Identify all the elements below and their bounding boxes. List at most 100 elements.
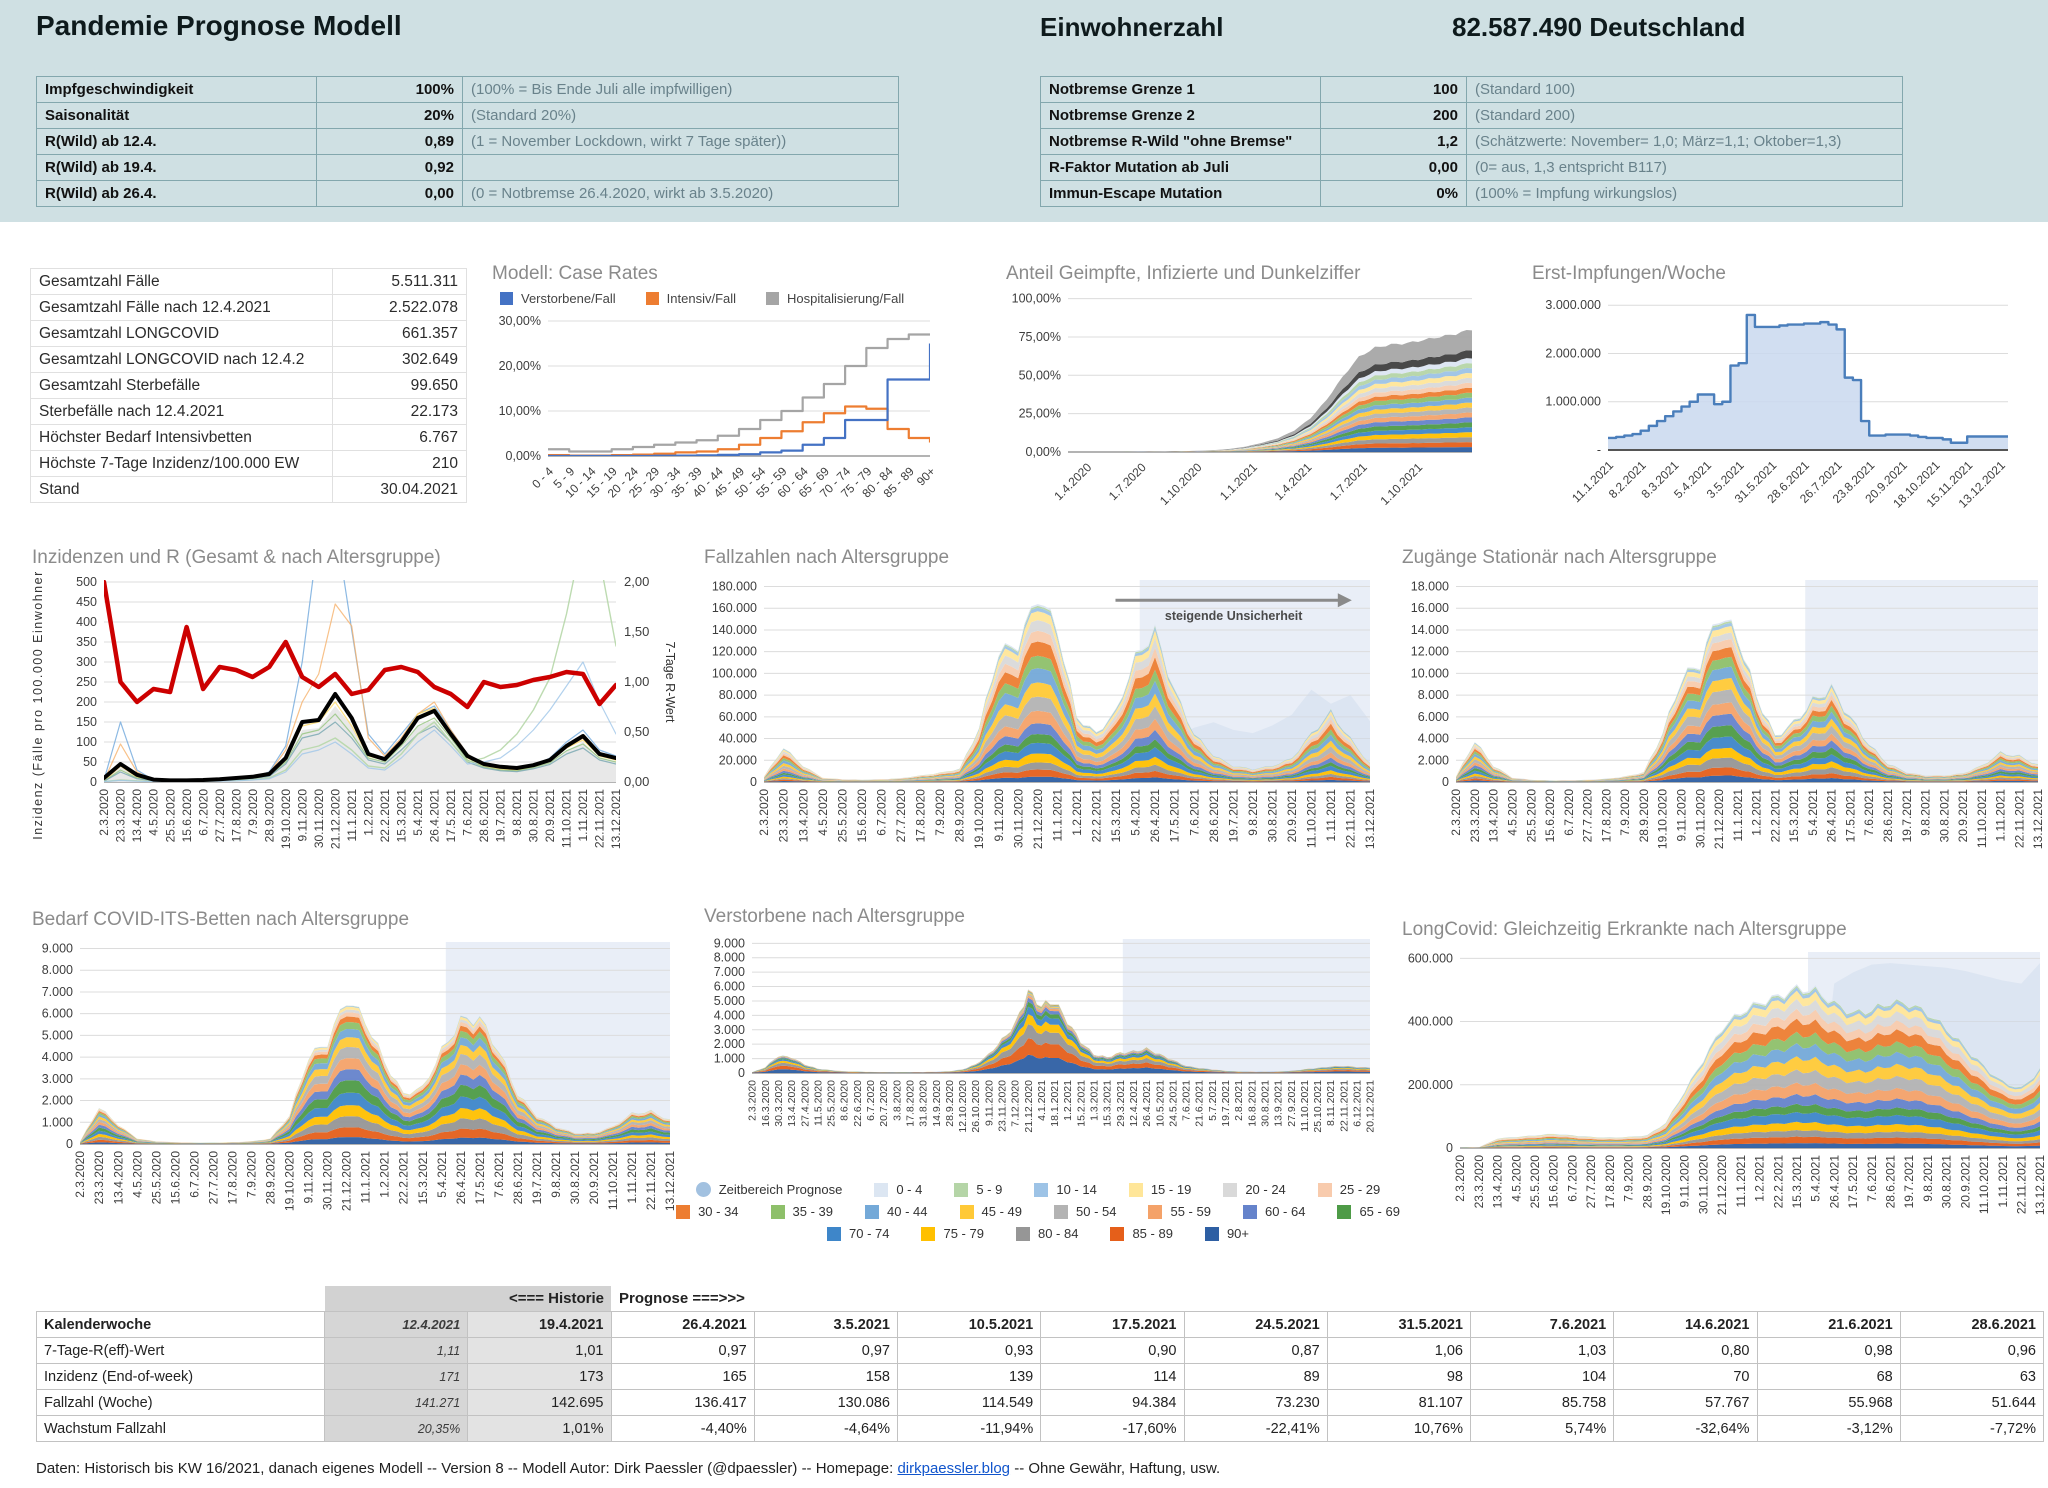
svg-text:23.3.2020: 23.3.2020 xyxy=(92,1151,106,1205)
svg-text:7.9.2020: 7.9.2020 xyxy=(1618,789,1632,836)
svg-text:21.12.2020: 21.12.2020 xyxy=(1712,789,1726,849)
forecast-value: 70 xyxy=(1613,1363,1758,1390)
svg-text:20.9.2021: 20.9.2021 xyxy=(1956,789,1970,843)
svg-text:6.000: 6.000 xyxy=(1418,710,1449,724)
svg-text:9.8.2021: 9.8.2021 xyxy=(1246,789,1260,836)
param-value-cell[interactable]: 20% xyxy=(316,102,463,129)
param-value-cell[interactable]: 1,2 xyxy=(1320,128,1467,155)
legend-label: 10 - 14 xyxy=(1056,1182,1097,1197)
svg-text:19.7.2021: 19.7.2021 xyxy=(1902,1155,1916,1209)
param-value-cell[interactable]: 0,00 xyxy=(1320,154,1467,181)
svg-text:-: - xyxy=(1597,443,1601,457)
forecast-value: 94.384 xyxy=(1040,1389,1185,1416)
forecast-band-row: <=== Historie Prognose ===>>> xyxy=(37,1286,2044,1312)
legend-swatch xyxy=(1128,1182,1143,1197)
param-value-cell[interactable]: 100 xyxy=(1320,76,1467,103)
zugaenge-canvas: 0 2.000 4.000 6.000 8.000 10.000 12.000 14.000 1… xyxy=(1411,580,2045,850)
svg-text:1.11.2021: 1.11.2021 xyxy=(1994,789,2008,842)
forecast-row: Fallzahl (Woche) 141.271 142.695 136.417 130… xyxy=(36,1389,2045,1416)
svg-text:10.000: 10.000 xyxy=(1411,666,1449,680)
svg-text:6.000: 6.000 xyxy=(714,980,745,994)
svg-text:9.11.2020: 9.11.2020 xyxy=(1678,1155,1692,1208)
svg-text:9.11.2020: 9.11.2020 xyxy=(983,1080,995,1126)
svg-text:19.10.2020: 19.10.2020 xyxy=(283,1151,297,1211)
svg-text:2,00: 2,00 xyxy=(624,574,649,589)
svg-text:11.5.2020: 11.5.2020 xyxy=(812,1080,824,1126)
svg-text:6.7.2020: 6.7.2020 xyxy=(187,1151,201,1198)
svg-text:17.5.2021: 17.5.2021 xyxy=(1846,1155,1860,1209)
forecast-value: 0,97 xyxy=(610,1337,755,1364)
legend-label: 35 - 39 xyxy=(792,1204,834,1219)
legend-item: 5 - 9 xyxy=(954,1182,1002,1197)
legend-swatch xyxy=(1242,1204,1257,1219)
svg-text:28.9.2020: 28.9.2020 xyxy=(1640,1155,1654,1209)
anteil-plot-area: 0,00% 25,00% 50,00% 75,00% 100,00% 1.4.2020 1.… xyxy=(1002,288,1480,512)
svg-text:5.4.2021: 5.4.2021 xyxy=(411,789,425,836)
totals-label: Gesamtzahl LONGCOVID nach 12.4.2 xyxy=(30,346,333,373)
svg-text:Inzidenz (Fälle pro 100.000 Ei: Inzidenz (Fälle pro 100.000 Einwohner in… xyxy=(31,572,45,840)
param-value-cell[interactable]: 0% xyxy=(1320,180,1467,207)
svg-text:20.9.2021: 20.9.2021 xyxy=(543,789,557,843)
legend-swatch xyxy=(827,1226,841,1241)
forecast-value: 0,97 xyxy=(753,1337,899,1364)
svg-text:0 - 4: 0 - 4 xyxy=(529,464,556,491)
svg-text:7-Tage R-Wert: 7-Tage R-Wert xyxy=(663,641,676,723)
svg-text:28.6.2021: 28.6.2021 xyxy=(511,1151,525,1205)
footer-note: Daten: Historisch bis KW 16/2021, danach… xyxy=(36,1460,1220,1477)
legend-swatch xyxy=(1204,1226,1219,1241)
legend-item: Zeitbereich Prognose xyxy=(695,1182,842,1197)
forecast-value: 20,35% xyxy=(323,1415,469,1442)
param-value-cell[interactable]: 0,92 xyxy=(316,154,463,181)
svg-text:7.000: 7.000 xyxy=(714,965,745,979)
svg-text:450: 450 xyxy=(76,595,97,609)
param-value-cell[interactable]: 0,00 xyxy=(316,180,463,207)
svg-text:0,00%: 0,00% xyxy=(1026,445,1061,459)
svg-text:27.7.2020: 27.7.2020 xyxy=(206,1151,220,1205)
svg-text:20.9.2021: 20.9.2021 xyxy=(587,1151,601,1205)
svg-text:26.4.2021: 26.4.2021 xyxy=(1141,1080,1153,1127)
svg-text:17.5.2021: 17.5.2021 xyxy=(473,1151,487,1205)
svg-text:22.11.2021: 22.11.2021 xyxy=(2014,1155,2028,1214)
svg-text:1.2.2021: 1.2.2021 xyxy=(1062,1080,1074,1121)
param-value-cell[interactable]: 0,89 xyxy=(316,128,463,155)
forecast-value: 130.086 xyxy=(753,1389,899,1416)
param-row: Notbremse Grenze 1 100 (Standard 100) xyxy=(1040,76,1903,103)
legend-swatch xyxy=(959,1204,974,1219)
homepage-link[interactable]: dirkpaessler.blog xyxy=(897,1460,1011,1477)
svg-text:11.10.2021: 11.10.2021 xyxy=(1299,1080,1311,1132)
svg-text:9.8.2021: 9.8.2021 xyxy=(549,1151,563,1198)
forecast-value: 51.644 xyxy=(1899,1389,2045,1416)
forecast-row: Wachstum Fallzahl 20,35% 1,01% -4,40% -4,64%… xyxy=(36,1415,2045,1442)
svg-text:4.000: 4.000 xyxy=(714,1008,745,1022)
forecast-value: 1,06 xyxy=(1326,1337,1472,1364)
forecast-value: 63 xyxy=(1899,1363,2045,1390)
band-historie: <=== Historie xyxy=(324,1286,611,1312)
svg-text:30.11.2020: 30.11.2020 xyxy=(1693,789,1707,848)
svg-text:400: 400 xyxy=(76,615,97,629)
svg-text:20.12.2021: 20.12.2021 xyxy=(1365,1080,1376,1133)
param-row: Saisonalität 20% (Standard 20%) xyxy=(36,102,899,129)
svg-text:90+: 90+ xyxy=(914,464,938,488)
param-value-cell[interactable]: 200 xyxy=(1320,102,1467,129)
svg-text:22.11.2021: 22.11.2021 xyxy=(644,1151,658,1210)
param-value-cell[interactable]: 100% xyxy=(316,76,463,103)
legend-swatch xyxy=(695,1182,711,1197)
svg-text:140.000: 140.000 xyxy=(712,623,757,637)
svg-text:17.8.2020: 17.8.2020 xyxy=(1599,789,1613,843)
svg-text:1.10.2021: 1.10.2021 xyxy=(1378,460,1426,508)
svg-text:120.000: 120.000 xyxy=(712,645,757,659)
forecast-value: 171 xyxy=(323,1363,469,1390)
svg-text:1.7.2021: 1.7.2021 xyxy=(1327,460,1370,503)
svg-text:20.7.2020: 20.7.2020 xyxy=(878,1080,890,1127)
svg-text:23.3.2020: 23.3.2020 xyxy=(1468,789,1482,843)
forecast-value: 0,80 xyxy=(1613,1337,1758,1364)
inzidenzen-canvas: 0 50 100 150 200 250 300 350 400 450 500 0,00 0,50 1,… xyxy=(31,524,677,849)
chart-erstimpfungen: Erst-Impfungen/Woche - 1.000.000 2.000.000 3… xyxy=(1528,262,2020,512)
svg-text:4.000: 4.000 xyxy=(42,1050,73,1064)
svg-text:28.6.2021: 28.6.2021 xyxy=(477,789,491,843)
svg-text:6.7.2020: 6.7.2020 xyxy=(1565,1155,1579,1202)
param-label: Impfgeschwindigkeit xyxy=(36,76,317,103)
forecast-value: 165 xyxy=(610,1363,755,1390)
legend-swatch xyxy=(1015,1226,1030,1241)
totals-value: 2.522.078 xyxy=(332,294,467,321)
